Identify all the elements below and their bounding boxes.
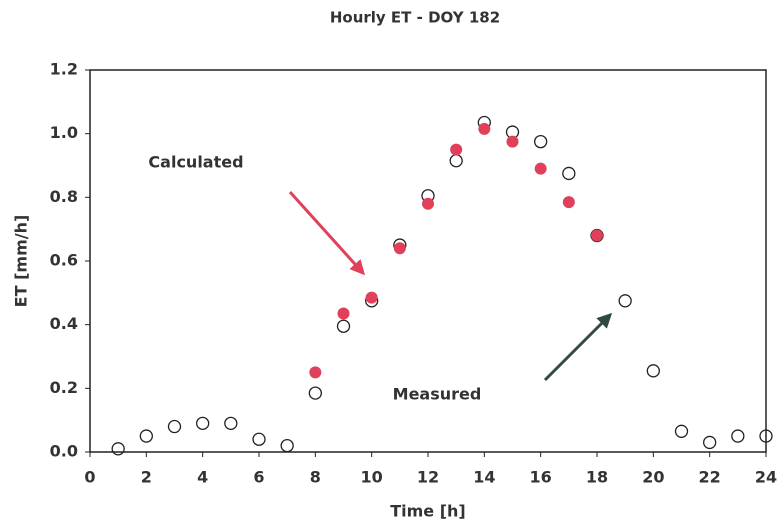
data-point [196,416,210,431]
x-tick-label: 24 [755,468,777,487]
annotation: Calculated [148,153,243,172]
annotation: Measured [393,385,482,404]
data-point [478,122,491,135]
data-point [365,291,378,304]
data-point [449,154,463,168]
y-tick-label: 0.6 [50,251,78,270]
data-point [337,307,350,320]
data-point [309,366,322,379]
x-tick-label: 16 [530,468,552,487]
arrow [288,190,366,276]
data-point [280,438,294,453]
x-tick-label: 12 [417,468,439,487]
x-tick-label: 2 [141,468,152,487]
x-tick-label: 10 [361,468,383,487]
x-tick-label: 6 [253,468,264,487]
data-point [393,242,406,255]
data-point [534,162,547,175]
data-point [422,197,434,210]
data-point [731,429,745,443]
y-tick-label: 1.2 [50,60,78,79]
data-point [759,429,773,443]
data-point [224,416,238,431]
data-point [562,196,575,209]
chart-title: Hourly ET - DOY 182 [330,9,500,27]
data-point [450,143,463,156]
data-point [252,432,266,446]
data-point [506,135,519,148]
x-tick-label: 18 [586,468,608,487]
y-tick-label: 1.0 [50,123,78,142]
data-point [618,294,632,308]
data-point [534,134,548,149]
y-tick-label: 0.4 [50,314,78,333]
y-tick-label: 0.2 [50,378,78,397]
x-tick-label: 14 [473,468,495,487]
x-tick-label: 8 [310,468,321,487]
data-point [562,166,576,181]
data-point [139,429,153,443]
y-tick-label: 0.0 [50,442,78,461]
x-axis-label: Time [h] [390,502,466,521]
data-point [591,229,603,242]
data-point [703,435,717,450]
data-point [308,386,322,400]
data-point [167,419,182,434]
data-point [111,442,125,456]
y-tick-label: 0.8 [50,187,78,206]
data-point [646,364,660,378]
data-point [674,424,689,438]
x-tick-label: 22 [699,468,721,487]
x-tick-label: 20 [642,468,664,487]
x-tick-label: 4 [197,468,208,487]
x-tick-label: 0 [84,468,95,487]
y-axis-label: ET [mm/h] [12,215,31,308]
data-point [336,319,351,333]
arrow [543,312,613,382]
